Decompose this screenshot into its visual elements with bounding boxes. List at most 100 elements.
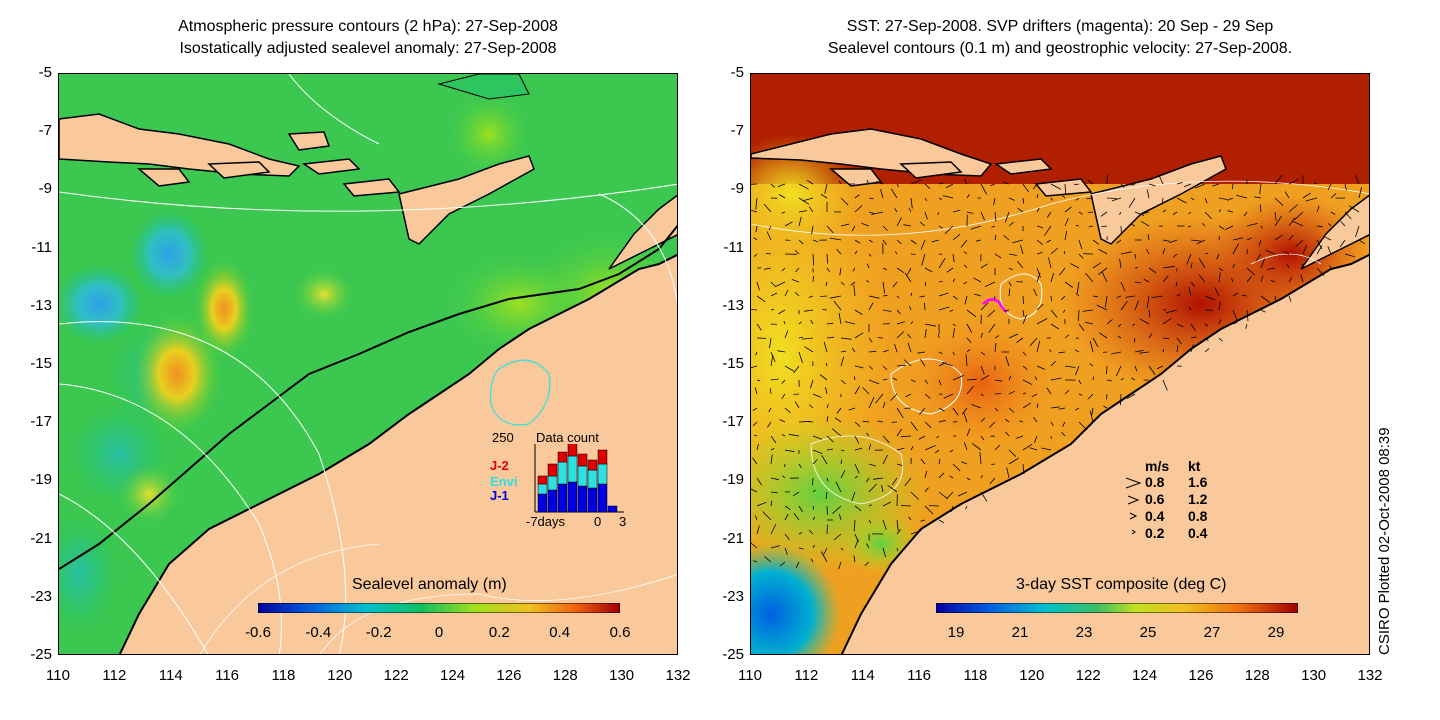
velocity-arrow (822, 309, 828, 311)
velocity-arrow (1075, 365, 1080, 376)
velocity-arrow (1036, 303, 1044, 311)
velocity-arrow (1064, 281, 1074, 288)
velocity-arrow (1029, 447, 1038, 451)
velocity-arrow (1162, 348, 1165, 353)
velocity-arrow (1078, 421, 1088, 431)
velocity-arrow (823, 547, 828, 555)
velocity-arrow (764, 556, 772, 563)
velocity-arrow (1161, 197, 1164, 205)
velocity-arrow (1302, 244, 1307, 255)
velocity-arrow (1162, 317, 1172, 325)
velocity-arrow (1064, 230, 1068, 241)
velocity-arrow (1050, 323, 1060, 330)
velocity-arrow (1064, 365, 1076, 368)
velocity-arrow (1245, 323, 1248, 329)
velocity-arrow (1330, 211, 1336, 215)
velocity-arrow (887, 484, 898, 493)
y-tick-label: -7 (38, 122, 52, 140)
velocity-arrow (1288, 217, 1296, 227)
velocity-arrow (1036, 193, 1039, 199)
velocity-arrow (798, 351, 803, 364)
velocity-arrow (783, 320, 786, 325)
velocity-arrow (1313, 182, 1318, 185)
velocity-arrow (866, 280, 870, 283)
velocity-arrow (1048, 257, 1052, 269)
velocity-arrow (1116, 295, 1122, 298)
velocity-arrow (966, 337, 972, 344)
velocity-arrow (784, 533, 790, 540)
velocity-arrow (1327, 246, 1332, 255)
velocity-arrow (854, 505, 862, 512)
velocity-arrow (768, 407, 772, 413)
velocity-arrow (938, 458, 941, 465)
velocity-arrow (1099, 332, 1108, 339)
velocity-arrow (896, 331, 905, 339)
velocity-arrow (973, 293, 982, 297)
velocity-arrow (891, 477, 898, 486)
histogram-bar (577, 453, 588, 467)
x-tick-label: 112 (794, 667, 819, 684)
velocity-arrow (1148, 309, 1151, 318)
velocity-arrow (770, 477, 779, 481)
velocity-arrow (882, 365, 888, 370)
velocity-arrow (854, 194, 860, 199)
velocity-arrow (938, 519, 945, 524)
velocity-arrow (1246, 223, 1258, 227)
velocity-arrow (952, 278, 956, 283)
histogram-bar (587, 469, 598, 489)
velocity-arrow (1260, 295, 1270, 303)
velocity-arrow (756, 281, 760, 291)
velocity-arrow (875, 393, 884, 404)
velocity-arrow (798, 239, 804, 245)
velocity-arrow (920, 359, 926, 367)
velocity-arrow (770, 448, 775, 451)
velocity-arrow (756, 501, 767, 507)
velocity-arrow (938, 225, 943, 229)
velocity-arrow (1131, 377, 1136, 381)
velocity-arrow (896, 321, 906, 325)
velocity-arrow (754, 515, 758, 521)
velocity-arrow (1162, 265, 1175, 269)
velocity-arrow (804, 309, 814, 312)
velocity-arrow (882, 435, 890, 444)
velocity-arrow (808, 404, 814, 409)
velocity-arrow (838, 513, 842, 521)
velocity-arrow (794, 250, 800, 255)
velocity-arrow (852, 267, 856, 272)
velocity-arrow (820, 551, 828, 563)
velocity-arrow (1286, 264, 1290, 269)
velocity-arrow (894, 344, 898, 353)
velocity-arrow (1004, 418, 1010, 423)
velocity-arrow (1139, 318, 1150, 325)
velocity-arrow (1147, 234, 1150, 241)
velocity-arrow (1355, 225, 1360, 238)
velocity-arrow (819, 374, 828, 381)
velocity-arrow (924, 267, 933, 273)
velocity-legend-row-ms: 0.2 (1145, 525, 1165, 541)
velocity-arrow (826, 416, 829, 423)
velocity-arrow (993, 197, 996, 206)
velocity-arrow (949, 309, 954, 312)
colorbar-tick-label: 29 (1267, 624, 1285, 641)
y-tick-label: -11 (723, 238, 744, 256)
velocity-arrow (910, 321, 914, 325)
x-tick-label: 130 (609, 667, 635, 684)
velocity-arrow (1062, 195, 1066, 199)
velocity-arrow (770, 351, 776, 363)
velocity-arrow (793, 365, 800, 374)
velocity-arrow (1274, 234, 1283, 241)
velocity-arrow (1274, 197, 1284, 206)
velocity-arrow (980, 435, 985, 441)
velocity-arrow (798, 183, 809, 190)
velocity-arrow (1074, 349, 1080, 353)
velocity-arrow (1258, 239, 1262, 247)
velocity-arrow (752, 560, 758, 563)
histogram-bar (547, 489, 558, 513)
x-tick-label: 118 (271, 667, 296, 684)
velocity-arrow (774, 281, 786, 288)
velocity-arrow (1260, 225, 1263, 229)
velocity-arrow (1036, 365, 1045, 370)
velocity-arrow (798, 532, 803, 535)
velocity-arrow (1329, 265, 1332, 269)
velocity-arrow (873, 477, 884, 480)
